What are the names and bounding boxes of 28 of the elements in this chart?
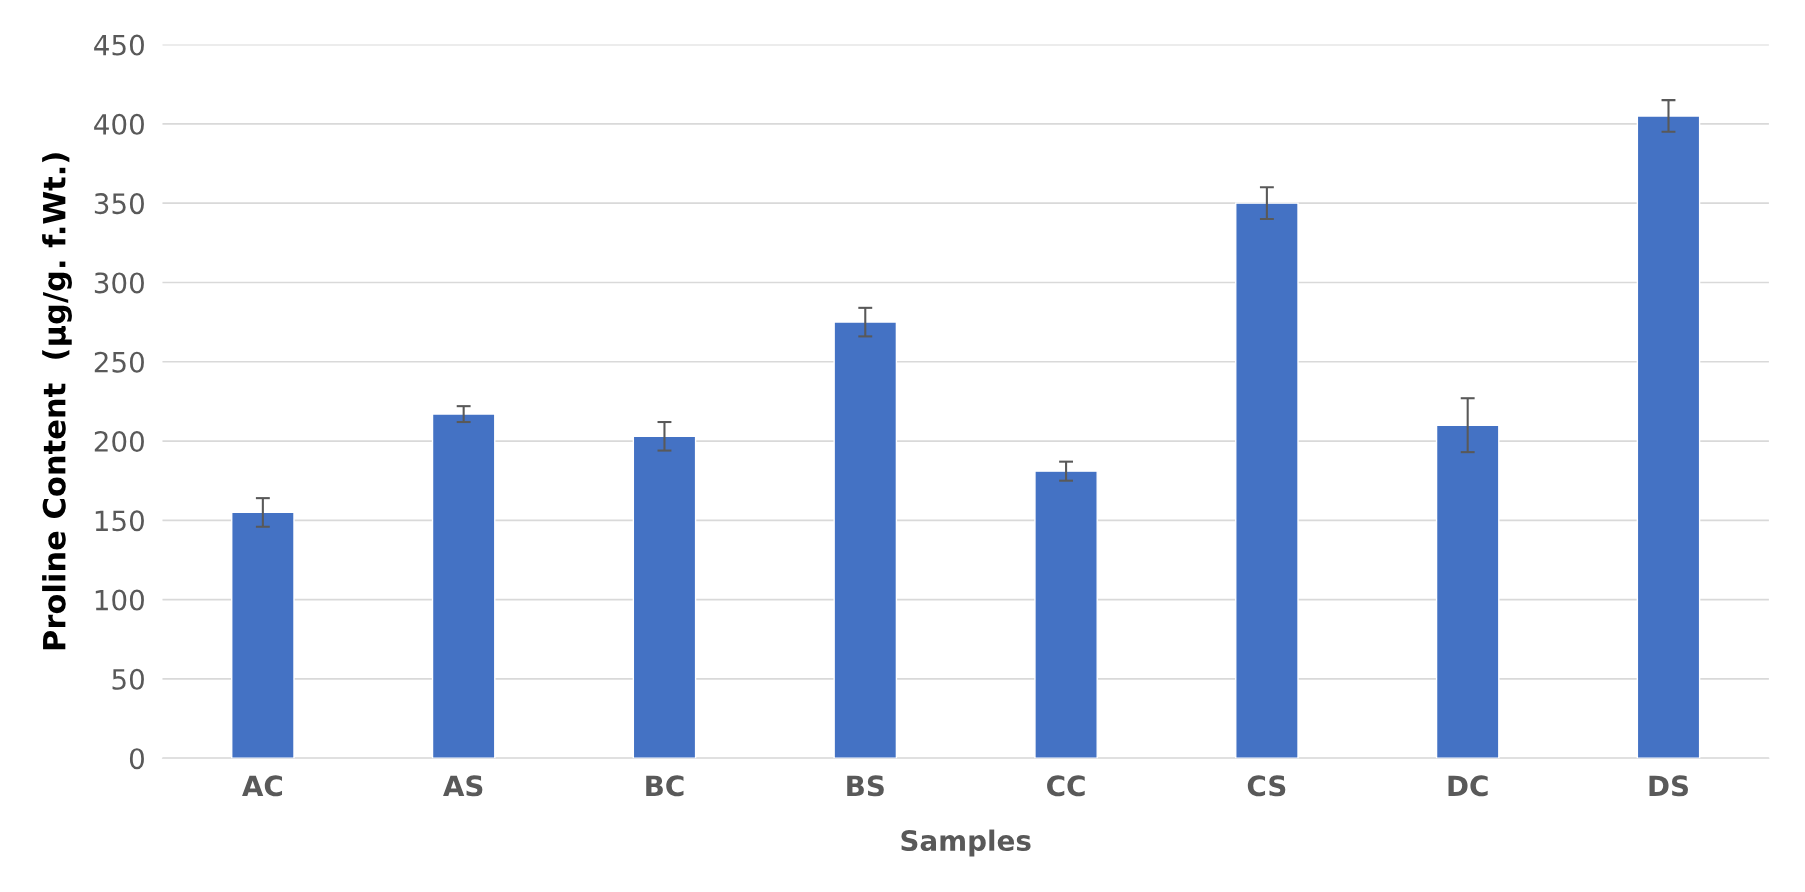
x-tick-label: AC <box>242 775 283 797</box>
bar <box>1435 424 1500 759</box>
y-tick-label: 250 <box>94 351 144 373</box>
x-tick-label: BS <box>847 775 884 797</box>
x-tick-label: CS <box>1247 775 1286 797</box>
bar <box>1636 115 1701 759</box>
bar <box>1235 202 1299 759</box>
y-tick-label: 350 <box>94 193 144 215</box>
bar <box>632 435 697 759</box>
x-tick-label: DS <box>1649 775 1688 797</box>
y-tick-label: 400 <box>94 113 144 135</box>
bar <box>431 413 496 759</box>
y-tick-label: 300 <box>94 272 144 294</box>
x-axis-title: Samples <box>901 829 1031 857</box>
bar <box>833 321 898 759</box>
x-tick-label: DC <box>1448 775 1488 797</box>
y-tick-label: 100 <box>95 589 144 611</box>
x-tick-label: CC <box>1047 775 1085 797</box>
y-tick-label: 0 <box>129 748 144 770</box>
y-tick-label: 200 <box>94 430 144 452</box>
x-tick-label: AS <box>443 775 483 797</box>
y-tick-label: 150 <box>95 510 144 532</box>
x-tick-label: BC <box>646 775 684 797</box>
bar <box>231 511 295 759</box>
y-tick-label: 450 <box>94 34 144 56</box>
y-axis-title: Proline Content (µg/g. f.Wt.) <box>42 153 72 650</box>
y-tick-label: 50 <box>112 668 144 690</box>
bar <box>1034 470 1098 759</box>
